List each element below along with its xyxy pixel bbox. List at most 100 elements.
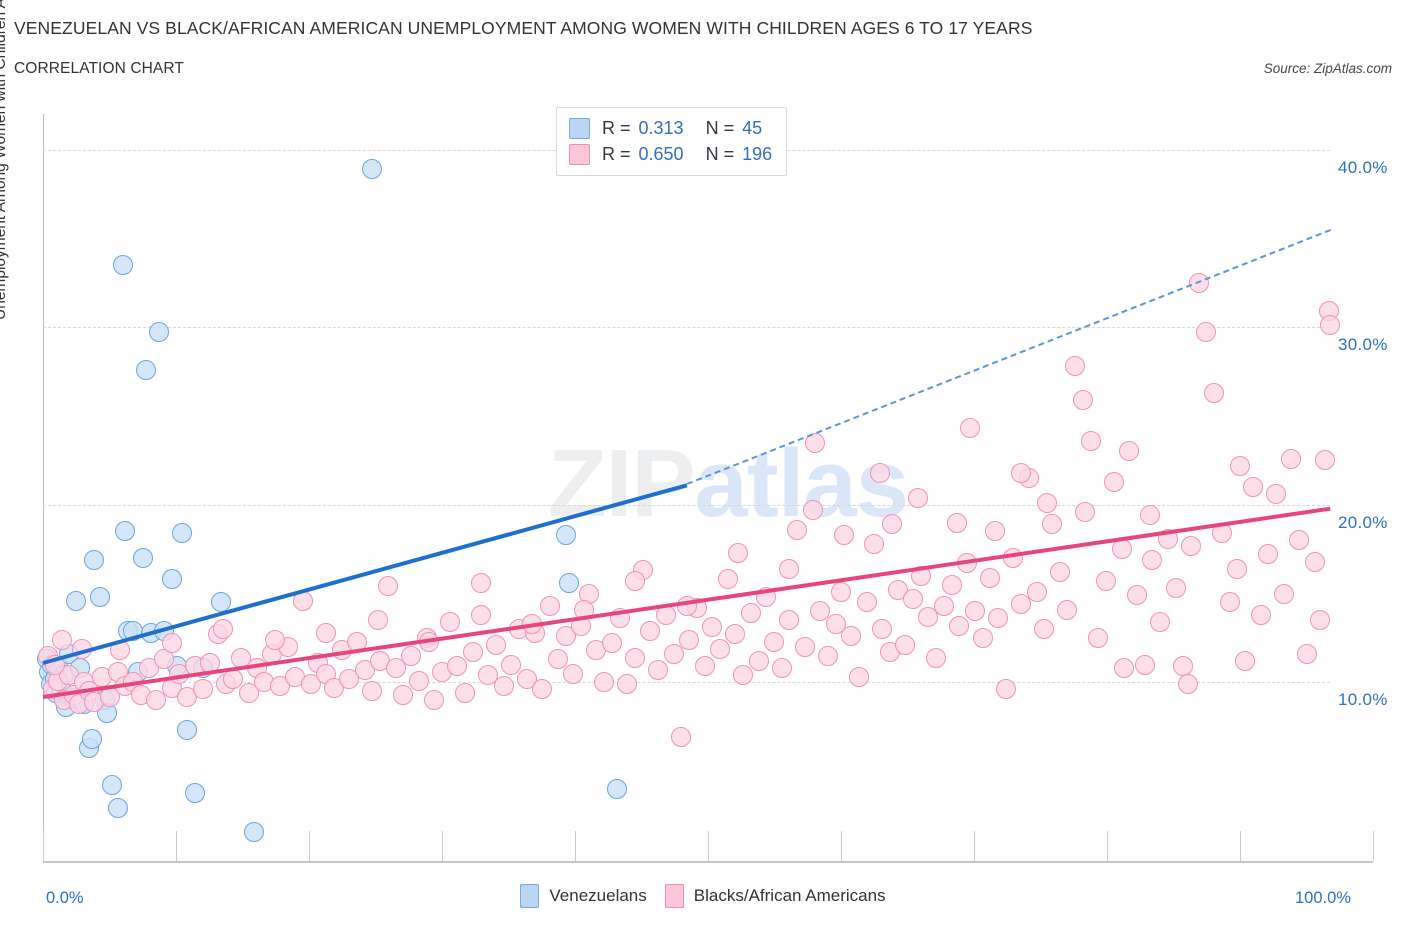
scatter-point: [1309, 610, 1330, 631]
r-label-pink: R =: [602, 143, 631, 164]
zipatlas-watermark: ZIPatlas: [548, 429, 909, 539]
scatter-point: [1119, 441, 1140, 462]
scatter-point: [269, 675, 290, 696]
scatter-point: [856, 592, 877, 613]
scatter-point: [625, 647, 646, 668]
scatter-point: [377, 576, 398, 597]
scatter-point: [547, 649, 568, 670]
scatter-point: [717, 569, 738, 590]
scatter-point: [1036, 492, 1057, 513]
scatter-point: [972, 627, 993, 648]
scatter-point: [110, 640, 131, 661]
scatter-point: [354, 659, 375, 680]
scatter-point: [470, 604, 491, 625]
scatter-point: [1057, 599, 1078, 620]
scatter-point: [1157, 528, 1178, 549]
scatter-point: [1150, 611, 1171, 632]
y-axis-label-10: 10.0%: [1338, 690, 1388, 710]
scatter-point: [184, 782, 205, 803]
scatter-point: [949, 615, 970, 636]
gridline-20: [43, 504, 1330, 506]
scatter-point: [339, 668, 360, 689]
scatter-point: [625, 571, 646, 592]
n-value-blue: 45: [742, 117, 763, 138]
scatter-point: [138, 658, 159, 679]
r-value-pink: 0.650: [638, 143, 684, 164]
scatter-point: [501, 654, 522, 675]
scatter-point: [980, 567, 1001, 588]
scatter-point: [1289, 530, 1310, 551]
scatter-point: [161, 569, 182, 590]
scatter-point: [362, 159, 383, 180]
r-label-blue: R =: [602, 117, 631, 138]
scatter-point: [559, 572, 580, 593]
scatter-point: [1065, 356, 1086, 377]
scatter-point: [679, 629, 700, 650]
scatter-point: [617, 674, 638, 695]
scatter-point: [825, 613, 846, 634]
scatter-point: [872, 619, 893, 640]
scatter-point: [112, 254, 133, 275]
scatter-point: [1139, 505, 1160, 526]
scatter-point: [1281, 448, 1302, 469]
scatter-point: [640, 620, 661, 641]
scatter-point: [1134, 654, 1155, 675]
x-axis-line: [43, 861, 1373, 863]
scatter-point: [1178, 674, 1199, 695]
scatter-point: [563, 663, 584, 684]
scatter-point: [895, 635, 916, 656]
scatter-point: [161, 633, 182, 654]
scatter-point: [486, 635, 507, 656]
scatter-point: [725, 624, 746, 645]
legend-item-blacks[interactable]: Blacks/African Americans: [664, 884, 886, 908]
scatter-point: [727, 542, 748, 563]
scatter-point: [532, 679, 553, 700]
scatter-point: [135, 359, 156, 380]
scatter-point: [316, 622, 337, 643]
scatter-point: [238, 683, 259, 704]
scatter-point: [671, 727, 692, 748]
scatter-point: [1034, 619, 1055, 640]
scatter-point: [601, 633, 622, 654]
scatter-point: [733, 665, 754, 686]
x-axis-tick: [442, 831, 443, 861]
scatter-point: [1314, 450, 1335, 471]
scatter-point: [493, 675, 514, 696]
scatter-point: [779, 610, 800, 631]
scatter-point: [1181, 535, 1201, 556]
scatter-point: [1003, 548, 1024, 569]
scatter-point: [292, 590, 313, 611]
scatter-point: [663, 643, 684, 664]
y-axis-label-20: 20.0%: [1338, 512, 1388, 532]
scatter-point: [771, 658, 792, 679]
gridline-10: [43, 682, 1330, 684]
scatter-point: [1296, 643, 1317, 664]
scatter-point: [1111, 539, 1132, 560]
scatter-point: [66, 590, 87, 611]
scatter-point: [102, 775, 123, 796]
x-axis-tick: [1107, 831, 1108, 861]
scatter-point: [192, 679, 213, 700]
scatter-point: [805, 432, 826, 453]
scatter-point: [470, 572, 491, 593]
scatter-point: [89, 587, 110, 608]
scatter-point: [52, 629, 73, 650]
scatter-point: [740, 603, 761, 624]
legend-item-venezuelans[interactable]: Venezuelans: [520, 884, 647, 908]
gridline-30: [43, 327, 1330, 329]
scatter-point: [462, 642, 483, 663]
scatter-point: [946, 512, 967, 533]
scatter-point: [540, 596, 561, 616]
r-value-blue: 0.313: [638, 117, 684, 138]
subtitle-row: CORRELATION CHART Source: ZipAtlas.com: [14, 60, 1392, 78]
scatter-point: [367, 610, 388, 631]
correlation-legend: R = 0.313 N = 45 R = 0.650 N = 196: [556, 107, 788, 176]
scatter-point: [362, 681, 383, 702]
scatter-point: [882, 514, 903, 535]
scatter-point: [1011, 462, 1032, 483]
x-axis-tick: [43, 831, 44, 861]
y-axis-label-40: 40.0%: [1338, 157, 1388, 177]
scatter-point: [223, 668, 244, 689]
scatter-point: [748, 651, 769, 672]
scatter-point: [148, 322, 169, 343]
